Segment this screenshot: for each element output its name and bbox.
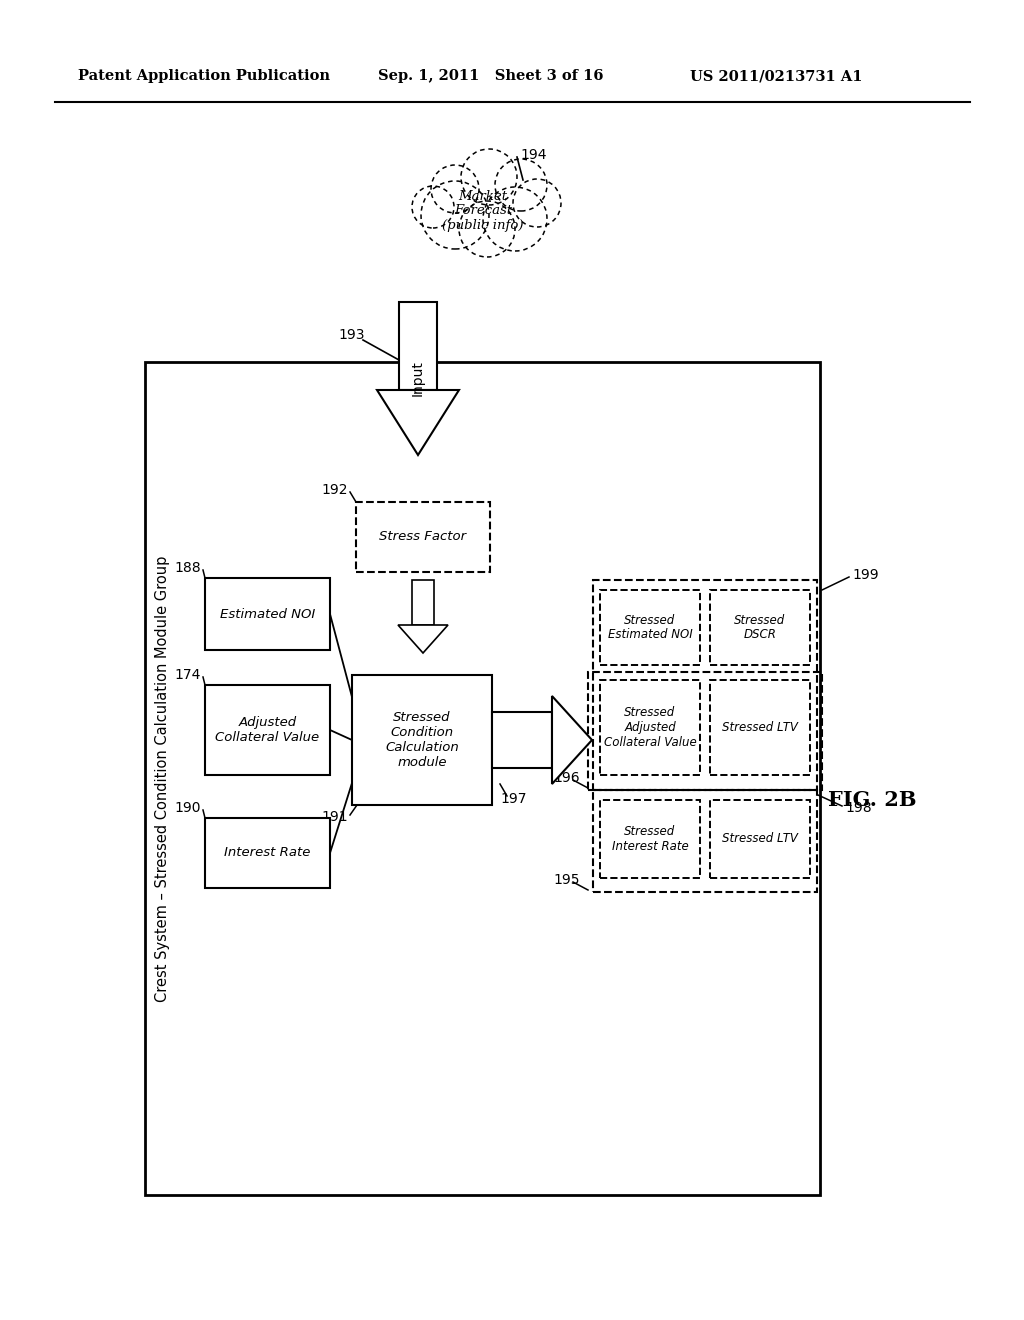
- Bar: [710, 800, 810, 878]
- Text: US 2011/0213731 A1: US 2011/0213731 A1: [690, 69, 862, 83]
- Polygon shape: [552, 696, 592, 784]
- Bar: [399, 302, 437, 389]
- Circle shape: [513, 180, 561, 227]
- Bar: [593, 579, 817, 789]
- Bar: [593, 789, 817, 892]
- Bar: [492, 711, 552, 768]
- Text: 193: 193: [338, 327, 365, 342]
- Circle shape: [461, 149, 517, 205]
- Circle shape: [421, 181, 489, 249]
- Text: Stress Factor: Stress Factor: [380, 531, 467, 544]
- Bar: [352, 675, 492, 805]
- Text: Stressed
Adjusted
Collateral Value: Stressed Adjusted Collateral Value: [603, 706, 696, 748]
- Polygon shape: [398, 624, 449, 653]
- Circle shape: [483, 187, 547, 251]
- Text: 199: 199: [852, 568, 879, 582]
- Text: Stressed
DSCR: Stressed DSCR: [734, 614, 785, 642]
- Text: 195: 195: [553, 873, 580, 887]
- Bar: [600, 800, 700, 878]
- Bar: [145, 362, 820, 1195]
- Bar: [205, 685, 330, 775]
- Text: 194: 194: [520, 148, 547, 162]
- Text: Stressed
Condition
Calculation
module: Stressed Condition Calculation module: [385, 711, 459, 770]
- Text: FIG. 2B: FIG. 2B: [827, 789, 916, 810]
- Text: Stressed LTV: Stressed LTV: [722, 721, 798, 734]
- Text: Input: Input: [411, 360, 425, 396]
- Text: 188: 188: [174, 561, 201, 576]
- Bar: [412, 579, 434, 624]
- Circle shape: [412, 186, 454, 228]
- Text: Stressed
Interest Rate: Stressed Interest Rate: [611, 825, 688, 853]
- Text: Stressed
Estimated NOI: Stressed Estimated NOI: [607, 614, 692, 642]
- Bar: [710, 590, 810, 665]
- Circle shape: [495, 158, 547, 211]
- Text: 174: 174: [175, 668, 201, 682]
- Text: 191: 191: [322, 810, 348, 824]
- Bar: [588, 672, 822, 789]
- Polygon shape: [377, 389, 459, 455]
- Bar: [710, 680, 810, 775]
- Text: 198: 198: [845, 801, 871, 814]
- Text: Interest Rate: Interest Rate: [224, 846, 310, 859]
- Text: Market
Forecast
(public info): Market Forecast (public info): [442, 190, 523, 232]
- Circle shape: [431, 165, 479, 213]
- Circle shape: [459, 201, 515, 257]
- Text: Adjusted
Collateral Value: Adjusted Collateral Value: [215, 715, 319, 744]
- Text: 196: 196: [553, 771, 580, 785]
- Bar: [356, 502, 490, 572]
- Bar: [205, 818, 330, 888]
- Text: Estimated NOI: Estimated NOI: [220, 607, 315, 620]
- Text: Patent Application Publication: Patent Application Publication: [78, 69, 330, 83]
- Text: Crest System – Stressed Condition Calculation Module Group: Crest System – Stressed Condition Calcul…: [155, 556, 170, 1002]
- Text: Sep. 1, 2011   Sheet 3 of 16: Sep. 1, 2011 Sheet 3 of 16: [378, 69, 603, 83]
- Text: 197: 197: [500, 792, 526, 807]
- Text: 192: 192: [322, 483, 348, 498]
- Text: Stressed LTV: Stressed LTV: [722, 833, 798, 846]
- Bar: [600, 680, 700, 775]
- Text: 190: 190: [174, 801, 201, 814]
- Bar: [600, 590, 700, 665]
- Bar: [205, 578, 330, 649]
